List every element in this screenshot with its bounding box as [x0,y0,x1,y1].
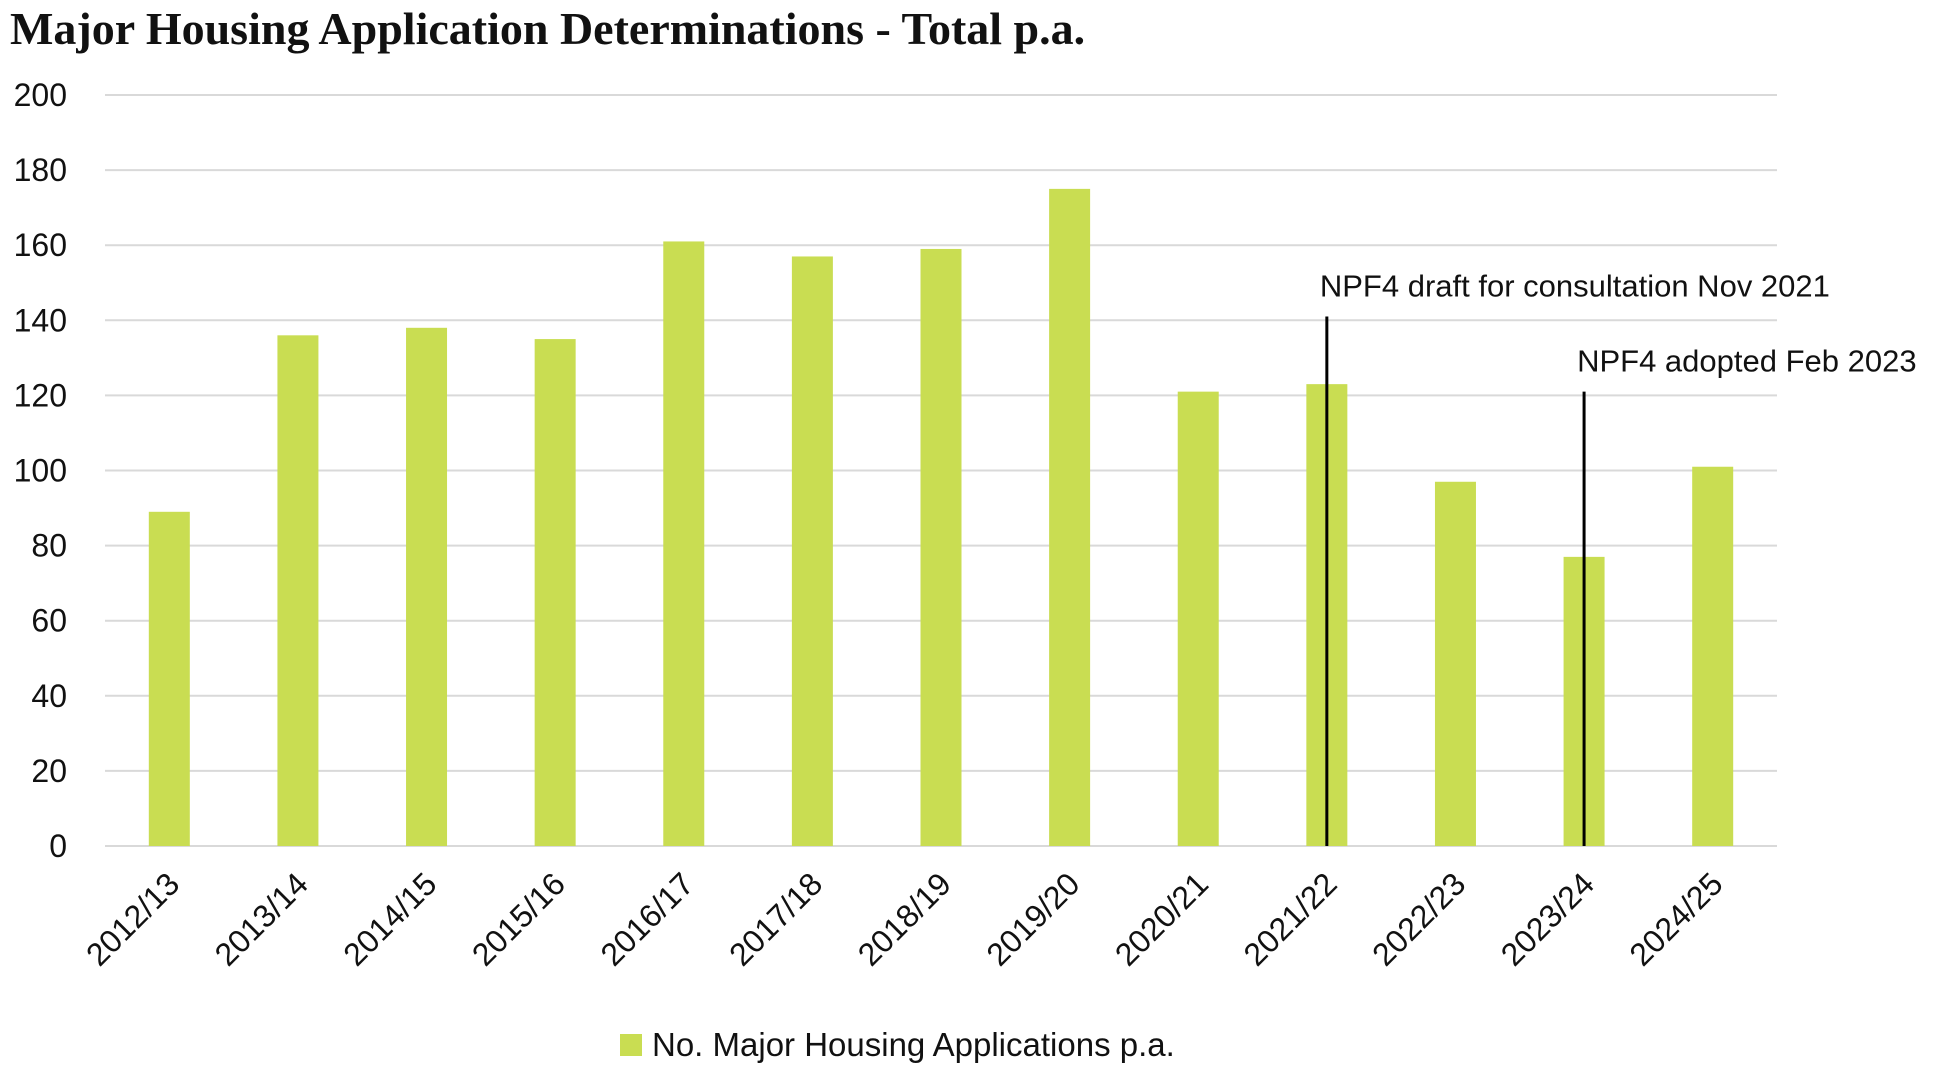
bar-2014-15 [406,327,448,846]
y-tick-label: 100 [14,453,67,489]
x-tick-label: 2014/15 [336,865,443,972]
x-tick-label: 2023/24 [1494,865,1601,972]
y-tick-label: 120 [14,377,67,413]
x-tick-label: 2024/25 [1622,865,1729,972]
x-tick-label: 2021/22 [1237,865,1344,972]
x-tick-label: 2018/19 [851,865,958,972]
bar-2013-14 [277,335,319,846]
y-tick-label: 140 [14,302,67,338]
bar-2018-19 [920,248,962,846]
chart-title: Major Housing Application Determinations… [10,3,1086,54]
bar-2019-20 [1049,188,1091,846]
y-tick-label: 40 [31,678,67,714]
legend-swatch [620,1034,642,1056]
bar-2015-16 [534,339,576,846]
annotation-label: NPF4 adopted Feb 2023 [1577,344,1917,379]
x-tick-label: 2016/17 [593,865,700,972]
x-tick-label: 2015/16 [465,865,572,972]
y-tick-label: 180 [14,152,67,188]
legend: No. Major Housing Applications p.a. [620,1026,1175,1064]
bar-2022-23 [1434,481,1476,846]
x-tick-label: 2022/23 [1365,865,1472,972]
legend-label: No. Major Housing Applications p.a. [652,1026,1175,1063]
annotation-label: NPF4 draft for consultation Nov 2021 [1320,269,1830,304]
y-tick-label: 160 [14,227,67,263]
x-tick-label: 2012/13 [79,865,186,972]
x-tick-label: 2013/14 [208,865,315,972]
y-tick-label: 200 [14,77,67,113]
bar-2012-13 [148,511,190,846]
bar-2024-25 [1692,466,1734,846]
y-tick-label: 60 [31,603,67,639]
x-tick-label: 2020/21 [1108,865,1215,972]
bar-2020-21 [1177,391,1219,846]
bar-2017-18 [791,256,833,847]
x-tick-label: 2019/20 [979,865,1086,972]
y-tick-label: 0 [49,828,67,864]
x-tick-label: 2017/18 [722,865,829,972]
y-tick-label: 20 [31,753,67,789]
y-tick-label: 80 [31,528,67,564]
bar-2016-17 [663,241,705,846]
